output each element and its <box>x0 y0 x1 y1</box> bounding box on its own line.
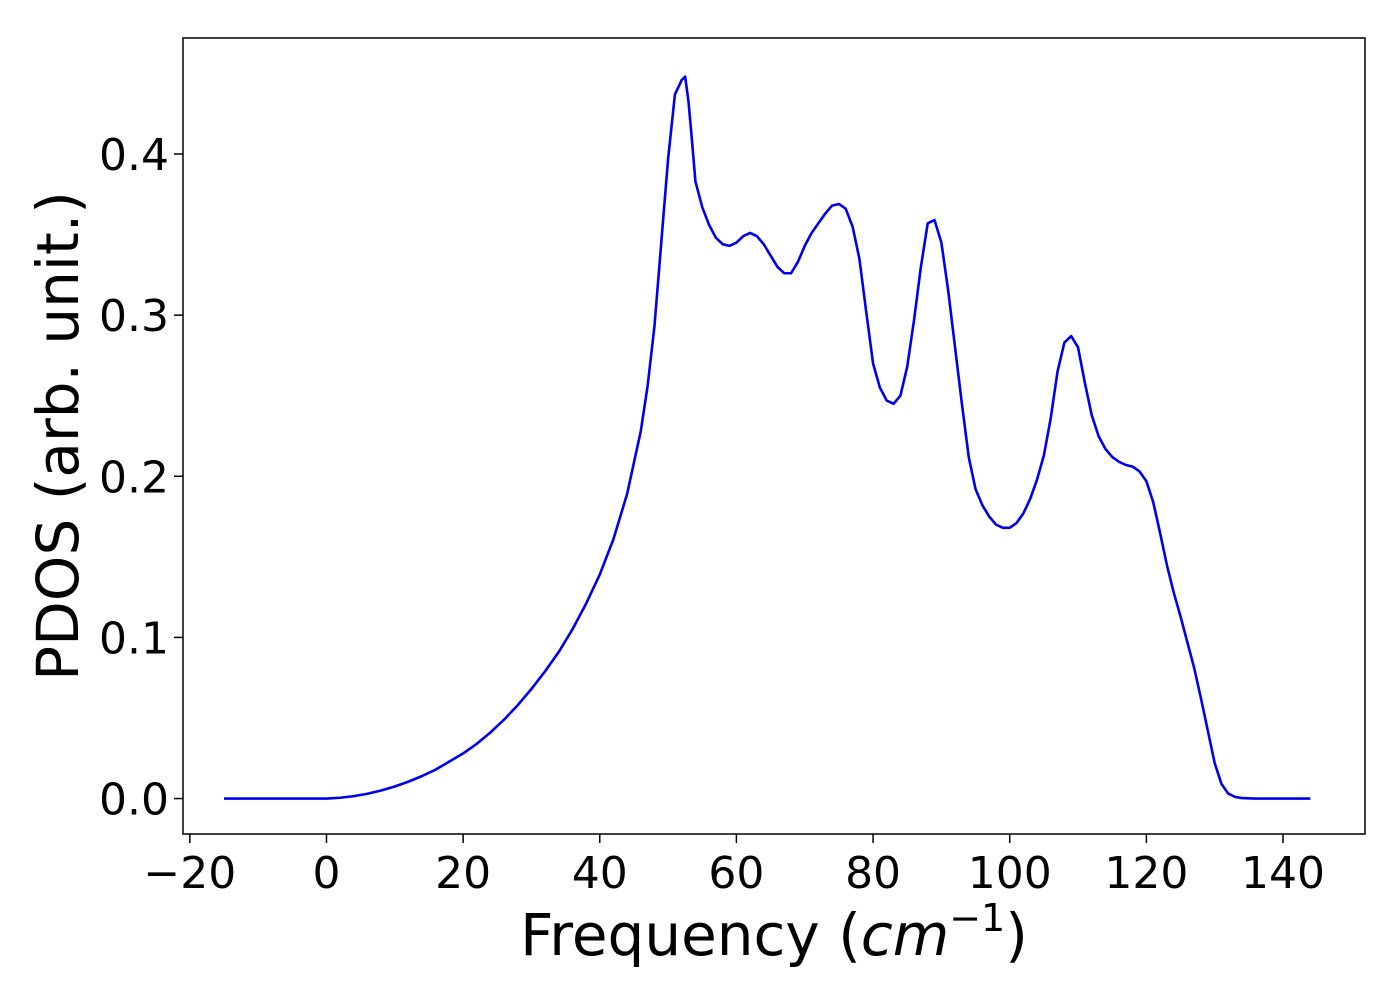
x-axis-label: Frequency (cm−1) <box>520 896 1028 969</box>
plot-area <box>182 37 1366 835</box>
x-tick-label: 60 <box>708 848 764 899</box>
x-tick-label: 100 <box>968 848 1052 899</box>
x-tick-label: 40 <box>572 848 628 899</box>
y-tick-label: 0.2 <box>99 452 169 503</box>
x-tick-label: −20 <box>143 848 236 899</box>
y-tick-label: 0.4 <box>99 130 169 181</box>
x-tick-label: 20 <box>435 848 491 899</box>
x-axis-label-unit-exp: −1 <box>949 896 1005 940</box>
y-axis-ticks: 0.0 0.1 0.2 0.3 0.4 <box>99 130 183 826</box>
x-tick-label: 0 <box>312 848 340 899</box>
x-tick-label: 120 <box>1104 848 1188 899</box>
x-axis-label-paren-close: ) <box>1005 901 1028 969</box>
y-tick-label: 0.3 <box>99 291 169 342</box>
x-tick-label: 80 <box>845 848 901 899</box>
pdos-series-line <box>223 75 1311 800</box>
y-tick-label: 0.1 <box>99 613 169 664</box>
x-axis-label-paren-open: ( <box>838 901 861 969</box>
y-axis-label: PDOS (arb. unit.) <box>24 191 92 681</box>
x-tick-label: 140 <box>1241 848 1325 899</box>
x-axis-label-unit: cm <box>861 901 949 969</box>
x-axis-ticks: −20 0 20 40 60 80 100 120 140 <box>143 834 1325 899</box>
x-axis-label-text: Frequency <box>520 901 820 969</box>
series-layer <box>223 75 1311 800</box>
y-tick-label: 0.0 <box>99 775 169 826</box>
